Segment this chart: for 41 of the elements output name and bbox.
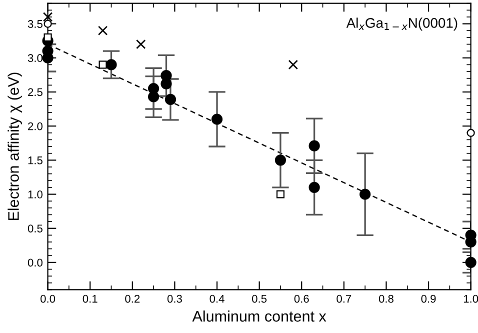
point: [211, 114, 223, 125]
point: [466, 128, 475, 137]
annotation: Al$_{x}$Ga$_{1−x}$N(0001): [346, 18, 458, 31]
y-tick-label: 0.5: [28, 224, 42, 232]
point: [308, 182, 320, 193]
y-tick-label: 3.0: [28, 54, 43, 62]
x-tick-label: 0.8: [378, 294, 394, 303]
x-tick-label: 0.7: [336, 294, 352, 303]
y-axis-title: Electron affinity χ (eV): [8, 72, 22, 220]
point: [106, 59, 117, 70]
point: [274, 154, 286, 166]
x-tick-label: 1.0: [464, 294, 478, 303]
point: [44, 20, 52, 28]
point: [164, 94, 176, 106]
y-tick-label: 3.5: [28, 20, 42, 28]
x-tick-label: 0.5: [252, 294, 267, 303]
y-tick-label: 1.5: [28, 156, 42, 164]
x-tick-label: 0.0: [40, 294, 56, 303]
x-tick-label: 0.3: [167, 294, 182, 303]
point: [465, 256, 476, 268]
point: [308, 140, 320, 152]
point: [360, 188, 371, 200]
x-tick-label: 0.2: [125, 294, 140, 303]
point: [44, 33, 52, 42]
x-tick-label: 0.1: [82, 294, 98, 303]
x-axis-title: Aluminum content x: [192, 310, 326, 322]
point: [148, 91, 160, 102]
point: [276, 190, 284, 198]
y-tick-label: 2.5: [28, 88, 42, 96]
point: [42, 12, 53, 22]
point: [136, 39, 146, 50]
x-tick-label: 0.4: [210, 294, 224, 303]
point: [98, 26, 108, 36]
point: [98, 60, 107, 69]
y-tick-label: 2.0: [28, 122, 43, 130]
y-tick-label: 0.0: [28, 258, 43, 267]
y-tick-label: 1.0: [28, 190, 43, 198]
x-tick-label: 0.9: [421, 294, 436, 303]
point: [160, 78, 172, 90]
x-tick-label: 0.6: [294, 294, 309, 303]
point: [288, 60, 298, 70]
